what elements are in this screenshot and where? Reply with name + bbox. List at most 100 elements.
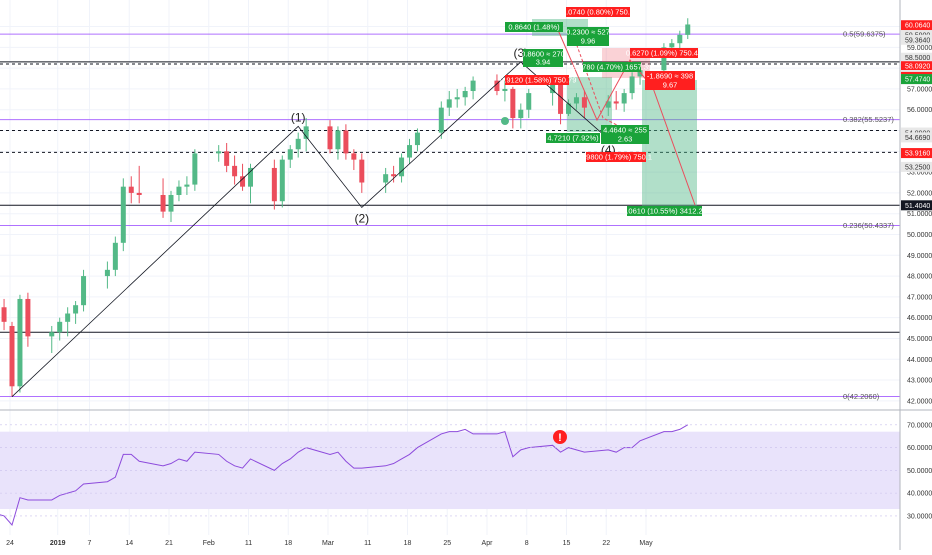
candle-body [184, 184, 190, 187]
price-tag-label: 54.6690 [905, 135, 930, 142]
wave-path [11, 61, 609, 397]
candle-body [399, 157, 405, 177]
trade-label-box [601, 134, 649, 144]
candle-body [391, 174, 397, 177]
candle-body [327, 126, 333, 150]
time-tick-label: 18 [404, 540, 412, 547]
trade-label-box [566, 7, 630, 17]
trade-labels: 1.0740 (0.80%) 750.20.8640 (1.48%) 0.2300… [498, 7, 707, 216]
price-tick-label: 51.0000 [907, 211, 932, 218]
time-tick-label: 11 [364, 540, 371, 547]
candle-body [136, 192, 142, 195]
fib-label: 0.5(59.6375) [843, 30, 886, 39]
time-tick-label: May [639, 540, 653, 547]
candle-body [192, 153, 198, 185]
trade-label-text: 3.94 [536, 58, 551, 67]
price-tick-label: 42.0000 [907, 398, 932, 405]
trade-label-box [601, 125, 649, 135]
rsi-line [0, 424, 688, 527]
candle-body [502, 88, 508, 92]
candle-body [81, 276, 87, 306]
trade-label-text: 0.6270 (1.09%) 750.45 [626, 49, 702, 58]
candle-body [65, 313, 71, 322]
rsi-pane: 30.0000 40.0000 50.0000 60.0000 70.0000 [0, 422, 932, 527]
wave-marker [501, 117, 509, 125]
price-tick-label: 49.0000 [907, 253, 932, 260]
price-tag [901, 52, 932, 63]
candle-body [446, 99, 452, 108]
trade-label-box [523, 57, 563, 67]
candle-body [112, 242, 118, 270]
candle-body [160, 194, 166, 212]
candle-body [271, 167, 277, 202]
trade-label-text: 4.7210 (7.92%) [547, 134, 599, 143]
candle-body [104, 269, 110, 277]
price-tag-label: 59.3640 [905, 37, 930, 44]
time-tick-label: 22 [602, 540, 610, 547]
candle-body [566, 103, 571, 114]
price-tag-label: 60.0640 [905, 23, 930, 30]
trade-label-text: 0.2300 ≈ 527 [566, 28, 610, 37]
price-tag [901, 34, 932, 45]
price-tick-label: 48.0000 [907, 274, 932, 281]
candle-body [25, 298, 31, 337]
trade-label-text: 0.9800 (1.79%) 750.1 [580, 153, 652, 162]
price-tag [901, 200, 932, 211]
candle-body [581, 97, 587, 108]
candle-body [359, 159, 365, 183]
candle-body [510, 88, 516, 119]
candle-body [605, 101, 611, 108]
time-tick-label: 11 [245, 540, 252, 547]
trade-label-text: 1.0740 (0.80%) 750.2 [562, 8, 634, 17]
price-tick-label: 52.0000 [907, 190, 932, 197]
trade-label-text: 9.67 [663, 81, 678, 90]
candle-body [494, 80, 500, 92]
trade-label-box [567, 36, 609, 46]
wave-label: (2) [354, 211, 369, 225]
candle-body [120, 186, 126, 243]
rsi-tick-label: 60.0000 [907, 445, 932, 452]
candle-body [168, 194, 174, 212]
price-tag-label: 53.9160 [905, 151, 930, 158]
candle-body [279, 159, 285, 202]
candle-body [407, 145, 412, 158]
price-tag-label: 57.4740 [905, 77, 930, 84]
candle-body [287, 149, 293, 160]
horizontal-lines [0, 61, 900, 333]
trade-label-text: 2.63 [618, 135, 633, 144]
time-tick-label: 18 [284, 540, 292, 547]
candle-body [9, 325, 15, 387]
price-tag-label: 58.0920 [905, 64, 930, 71]
price-tick-label: 57.0000 [907, 86, 932, 93]
candle-body [677, 34, 683, 44]
candle-body [335, 130, 341, 150]
price-tag-label: 51.4040 [905, 203, 930, 210]
candle-body [613, 101, 619, 104]
trade-label-box [505, 22, 563, 32]
price-tag [901, 20, 932, 31]
trade-label-box [567, 27, 609, 37]
time-tick-label: 2019 [50, 540, 66, 547]
candle-body [550, 82, 556, 94]
fib-label: 0(42.2060) [843, 392, 880, 401]
alert-icon[interactable]: ! [553, 430, 567, 444]
price-tick-label: 47.0000 [907, 294, 932, 301]
trade-label-text: 9.96 [581, 37, 596, 46]
candle-body [248, 167, 253, 187]
price-tick-label: 46.0000 [907, 315, 932, 322]
fib-label: 0.382(55.5237) [843, 115, 894, 124]
candle-body [240, 176, 246, 187]
time-tick-label: 14 [125, 540, 133, 547]
price-tick-label: 45.0000 [907, 336, 932, 343]
trade-label-box [583, 62, 641, 72]
price-tick-label: 50.0000 [907, 232, 932, 239]
price-tick-label: 44.0000 [907, 357, 932, 364]
candle-body [17, 298, 23, 387]
price-tick-label: 59.0000 [907, 45, 932, 52]
price-tag [901, 74, 932, 85]
trade-label-box [505, 75, 569, 85]
time-tick-label: 8 [525, 540, 529, 547]
price-tag [901, 161, 932, 172]
trade-label-text: 4.4640 ≈ 255 [603, 126, 647, 135]
